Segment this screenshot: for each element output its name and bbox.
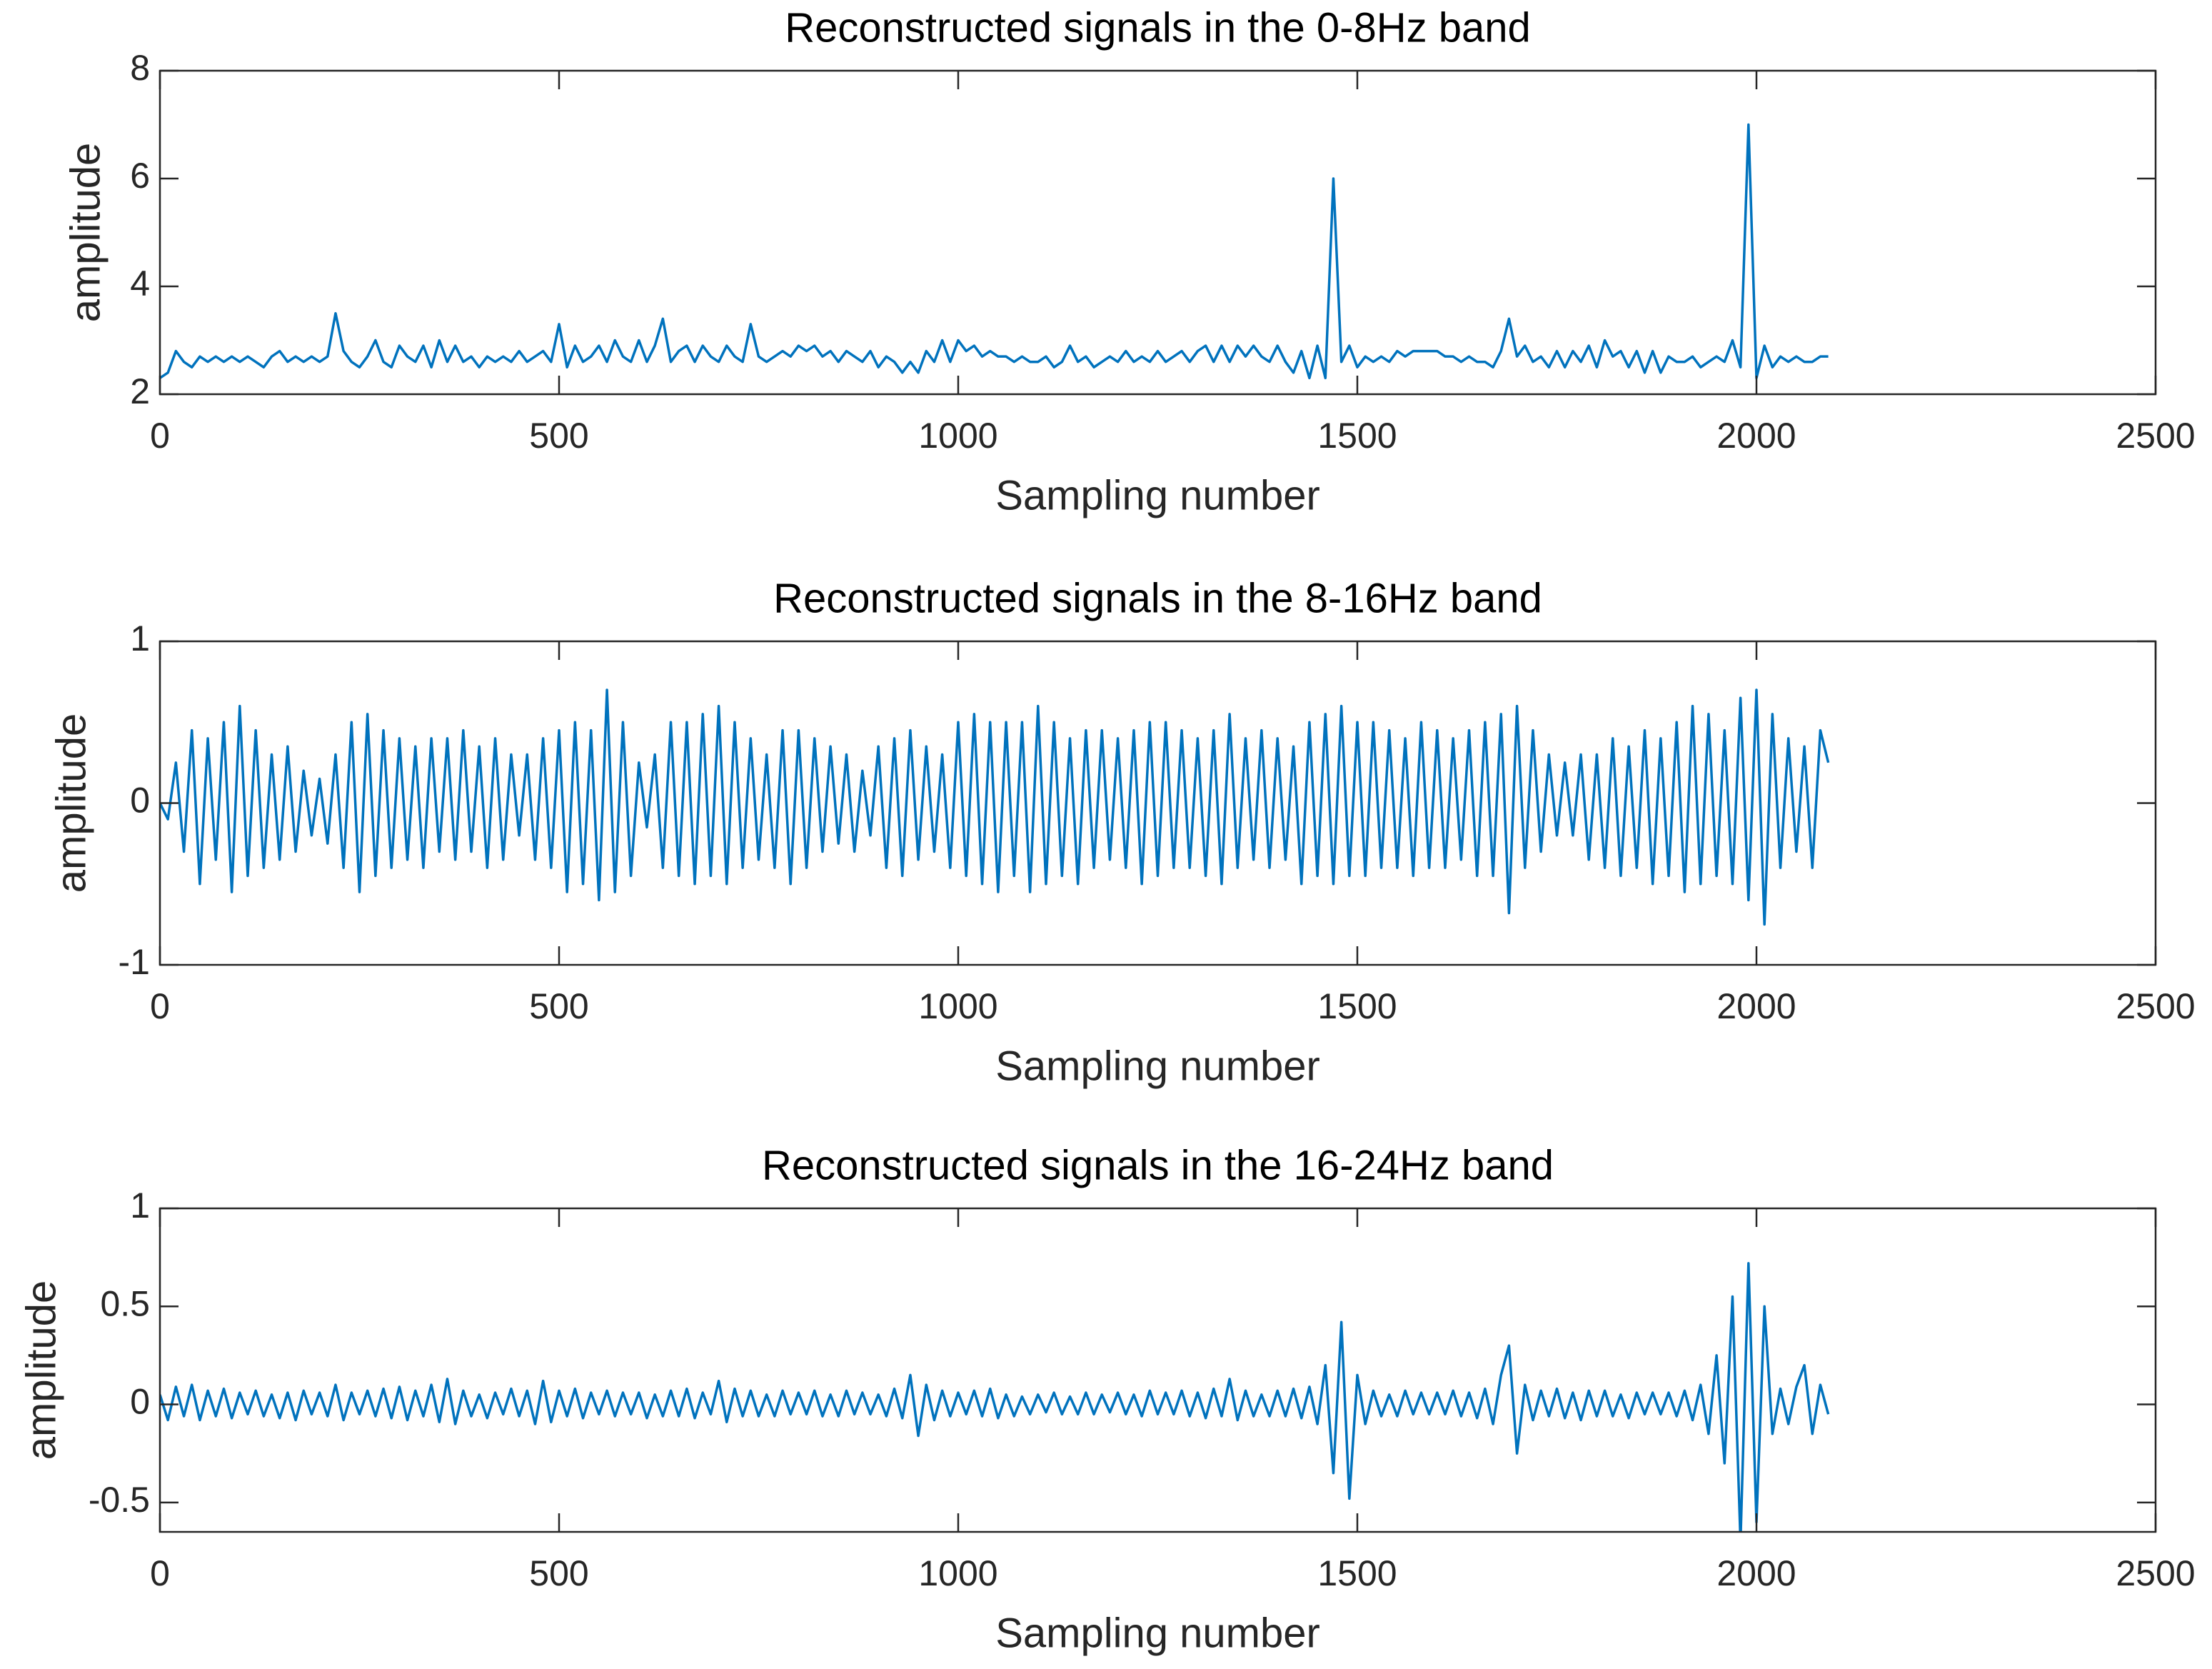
signal-line bbox=[160, 688, 1830, 926]
x-tick-label: 2500 bbox=[2116, 1553, 2195, 1593]
chart-title: Reconstructed signals in the 8-16Hz band bbox=[773, 575, 1542, 621]
x-tick-label: 2000 bbox=[1716, 986, 1796, 1026]
signal-line bbox=[160, 123, 1829, 380]
x-axis-label: Sampling number bbox=[995, 1610, 1320, 1656]
axes-box bbox=[159, 69, 2157, 396]
x-tick-label: 0 bbox=[150, 986, 170, 1026]
x-tick-label: 1500 bbox=[1317, 986, 1397, 1026]
x-axis-label: Sampling number bbox=[995, 1043, 1320, 1089]
x-tick-label: 500 bbox=[529, 1553, 588, 1593]
chart-title: Reconstructed signals in the 16-24Hz ban… bbox=[762, 1142, 1554, 1188]
y-tick-label: 8 bbox=[130, 48, 150, 88]
y-axis-label: amplitude bbox=[48, 713, 94, 893]
x-tick-label: 2500 bbox=[2116, 416, 2195, 456]
plot-area bbox=[160, 71, 2156, 394]
x-tick-label: 2000 bbox=[1716, 1553, 1796, 1593]
plot-area bbox=[160, 1208, 2156, 1532]
x-tick-label: 1000 bbox=[918, 1553, 997, 1593]
y-tick-label: -0.5 bbox=[89, 1480, 150, 1520]
x-tick-label: 0 bbox=[150, 1553, 170, 1593]
y-tick-label: 4 bbox=[130, 264, 150, 304]
y-tick-label: 0 bbox=[130, 781, 150, 821]
signal-line bbox=[160, 1262, 1830, 1532]
axes-box bbox=[159, 640, 2157, 966]
y-axis-label: amplitude bbox=[18, 1280, 64, 1460]
chart-title: Reconstructed signals in the 0-8Hz band bbox=[785, 4, 1531, 51]
y-tick-label: 0 bbox=[130, 1382, 150, 1422]
x-tick-label: 1000 bbox=[918, 986, 997, 1026]
x-tick-label: 0 bbox=[150, 416, 170, 456]
x-tick-label: 1000 bbox=[918, 416, 997, 456]
x-tick-label: 500 bbox=[529, 416, 588, 456]
plot-area bbox=[160, 641, 2156, 965]
x-tick-label: 1500 bbox=[1317, 1553, 1397, 1593]
y-axis-label: amplitude bbox=[62, 143, 109, 322]
y-tick-label: -1 bbox=[119, 942, 150, 982]
x-axis-label: Sampling number bbox=[995, 472, 1320, 518]
y-tick-label: 1 bbox=[130, 618, 150, 658]
y-tick-label: 0.5 bbox=[100, 1283, 150, 1323]
axes-box bbox=[159, 1207, 2157, 1533]
y-tick-label: 1 bbox=[130, 1186, 150, 1226]
x-tick-label: 2000 bbox=[1716, 416, 1796, 456]
x-tick-label: 500 bbox=[529, 986, 588, 1026]
y-tick-label: 6 bbox=[130, 156, 150, 196]
x-tick-label: 2500 bbox=[2116, 986, 2195, 1026]
y-tick-label: 2 bbox=[130, 371, 150, 411]
x-tick-label: 1500 bbox=[1317, 416, 1397, 456]
